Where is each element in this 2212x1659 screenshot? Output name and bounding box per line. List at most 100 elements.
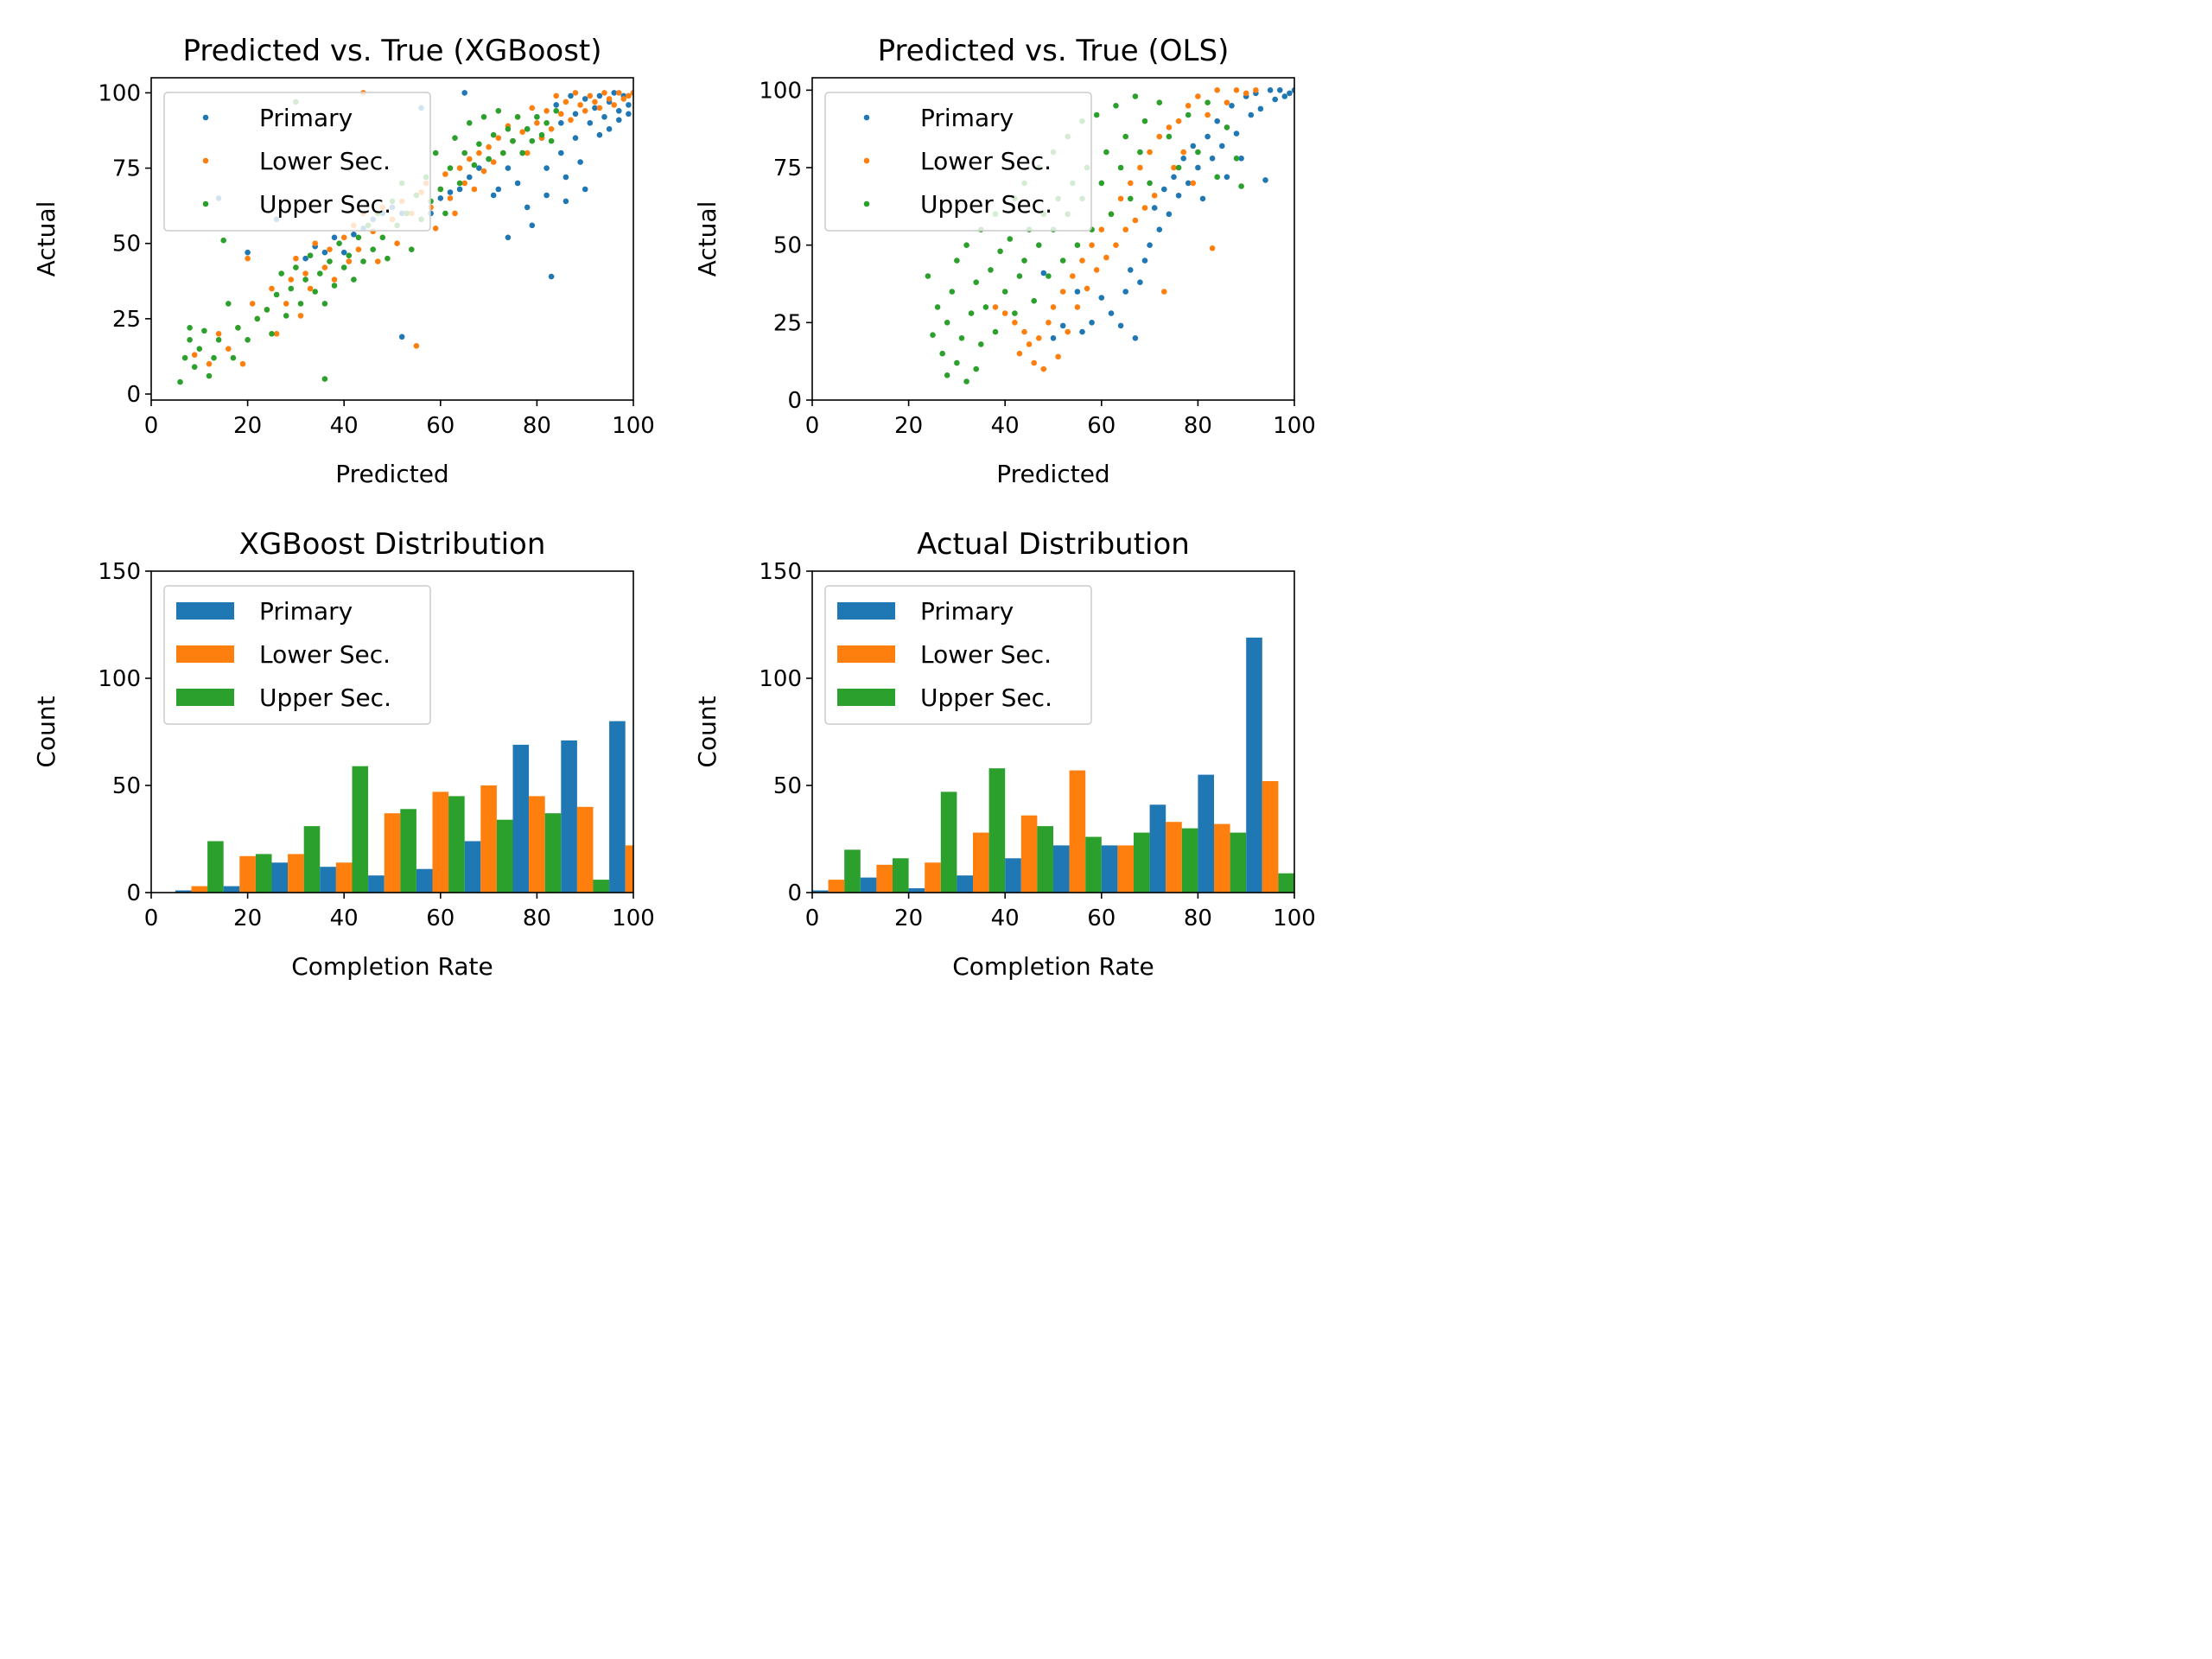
scatter-point (226, 301, 232, 307)
scatter-point (954, 257, 960, 264)
x-tick-label: 60 (426, 906, 454, 931)
x-tick-label: 40 (330, 906, 359, 931)
scatter-point (1128, 195, 1134, 202)
scatter-point (220, 237, 226, 244)
scatter-point (1040, 270, 1047, 276)
legend-box (163, 92, 431, 232)
scatter-point (1026, 341, 1033, 347)
bar (1134, 832, 1150, 893)
scatter-point (934, 304, 941, 310)
legend-box (824, 92, 1092, 232)
scatter-point (1089, 320, 1095, 326)
bar (352, 766, 369, 893)
scatter-point (505, 234, 512, 241)
scatter-point (1108, 310, 1115, 316)
scatter-point (568, 92, 574, 99)
scatter-point (452, 210, 458, 217)
scatter-point (606, 96, 613, 102)
scatter-point (930, 332, 936, 339)
bar (1020, 815, 1038, 893)
scatter-point (351, 232, 357, 238)
x-tick-label: 0 (144, 413, 159, 439)
scatter-point (467, 120, 473, 126)
scatter-point (331, 234, 338, 241)
scatter-point (370, 246, 377, 253)
x-tick-label: 100 (1273, 413, 1316, 439)
legend: Primary Lower Sec. Upper Sec. (824, 92, 1092, 232)
scatter-point (1171, 164, 1177, 171)
y-tick-label: 100 (98, 666, 141, 692)
legend-marker (863, 114, 870, 121)
bar (561, 740, 577, 893)
bar (812, 890, 829, 893)
scatter-point (1151, 205, 1158, 211)
scatter-point (1156, 226, 1163, 233)
scatter-point (1257, 105, 1264, 112)
scatter-point (1209, 245, 1216, 251)
bar (223, 886, 240, 893)
bar (368, 875, 385, 893)
scatter-point (1098, 226, 1105, 233)
scatter-point (543, 120, 550, 126)
scatter-point (563, 99, 569, 105)
subplot-1: 0 20 40 60 80 100 0 25 50 75 100 Predicted vs. True… (32, 34, 655, 488)
scatter-point (346, 252, 353, 259)
bar (1005, 858, 1021, 893)
scatter-point (495, 186, 502, 193)
legend-label: Upper Sec. (259, 683, 391, 712)
legend-swatch (176, 645, 234, 663)
legend-label: Primary (259, 597, 353, 626)
scatter-point (307, 252, 314, 259)
scatter-point (519, 129, 525, 135)
scatter-point (1248, 111, 1255, 118)
x-tick-label: 0 (144, 906, 159, 931)
scatter-point (490, 192, 497, 199)
scatter-point (587, 120, 594, 126)
bar (303, 826, 321, 893)
scatter-point (1074, 242, 1081, 249)
scatter-point (1098, 180, 1105, 187)
scatter-point (283, 301, 289, 307)
bar (988, 768, 1006, 893)
scatter-point (327, 246, 333, 253)
scatter-point (413, 343, 420, 349)
scatter-point (452, 135, 458, 141)
scatter-point (1287, 90, 1293, 97)
scatter-point (510, 137, 516, 144)
bar (512, 744, 530, 893)
scatter-point (1253, 87, 1259, 93)
series-primary (1040, 87, 1294, 341)
scatter-point (529, 105, 536, 111)
scatter-point (379, 234, 386, 241)
scatter-point (611, 90, 617, 96)
scatter-point (1031, 359, 1037, 366)
scatter-point (1132, 217, 1139, 224)
scatter-point (529, 222, 536, 229)
bar (1069, 770, 1086, 893)
scatter-point (626, 111, 632, 118)
scatter-point (1117, 195, 1124, 202)
scatter-point (321, 264, 328, 270)
bar (1037, 826, 1053, 893)
scatter-point (486, 156, 492, 162)
y-axis-label: Count (693, 696, 721, 767)
bar (255, 854, 272, 893)
scatter-point (1209, 156, 1216, 162)
scatter-point (495, 135, 502, 141)
scatter-point (447, 189, 454, 195)
bar (288, 854, 304, 893)
bar (271, 862, 289, 893)
scatter-point (461, 149, 467, 156)
x-tick-label: 80 (523, 906, 551, 931)
scatter-point (1156, 133, 1163, 140)
scatter-point (1031, 297, 1037, 304)
scatter-point (596, 105, 603, 111)
scatter-point (226, 346, 232, 353)
scatter-point (264, 307, 270, 313)
scatter-point (191, 352, 198, 359)
scatter-point (992, 304, 999, 310)
bar (609, 721, 626, 893)
x-tick-label: 20 (233, 906, 262, 931)
scatter-point (467, 174, 473, 181)
scatter-point (486, 143, 492, 150)
